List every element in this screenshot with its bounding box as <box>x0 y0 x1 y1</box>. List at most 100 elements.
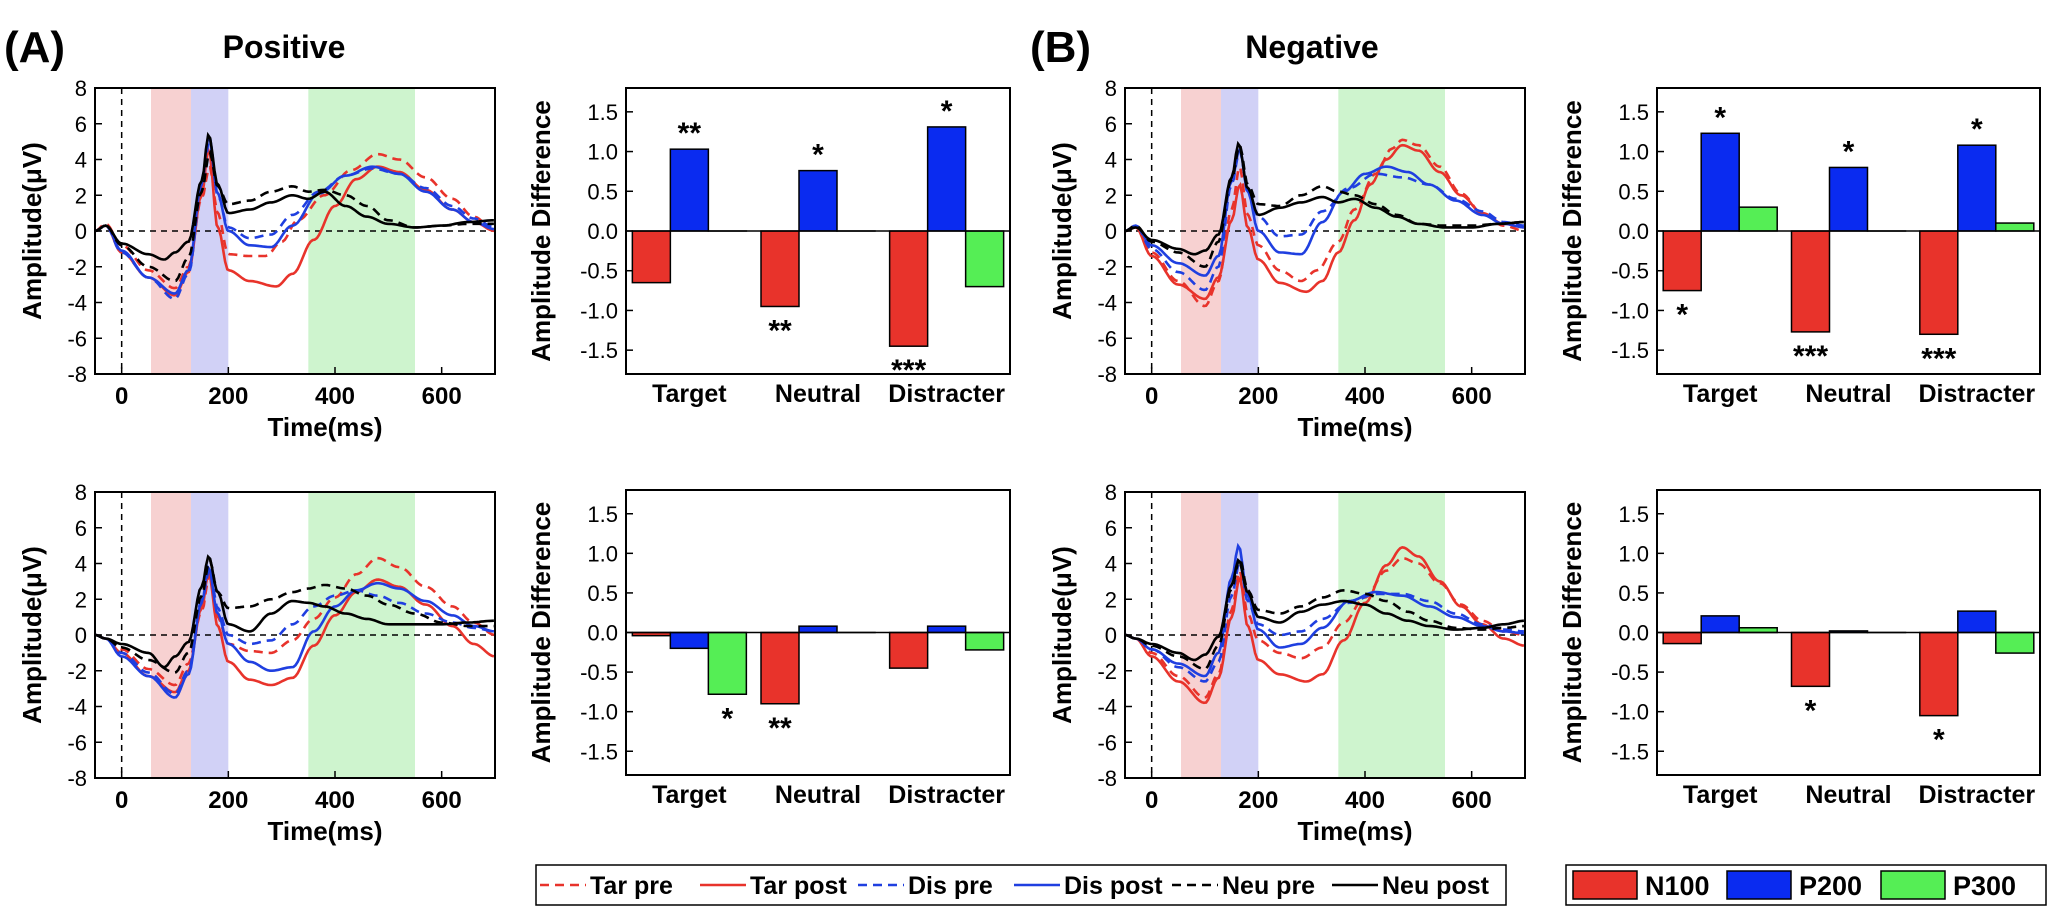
y-axis-label: Amplitude(μV) <box>17 142 47 320</box>
bar-p300-target <box>707 631 748 695</box>
y-axis-label: Amplitude Difference <box>526 502 556 764</box>
y-tick-label: -1.5 <box>1611 338 1649 363</box>
significance-marker: ** <box>768 314 792 347</box>
category-label: Neutral <box>1805 380 1891 408</box>
legend-label: P300 <box>1953 871 2016 901</box>
bars-positive-bottom: * Target ** Neutral Distracter -1.5 -1.0 -0.5 0.… <box>526 489 1011 809</box>
x-tick-label: 600 <box>422 787 462 814</box>
bar-p200-target <box>669 631 710 650</box>
y-tick-label: -1.0 <box>1611 298 1649 323</box>
significance-marker: ** <box>768 712 792 745</box>
bar-p200-target <box>1700 132 1740 232</box>
x-tick-label: 200 <box>1238 383 1278 410</box>
legend-swatch <box>1572 870 1638 900</box>
category-label: Neutral <box>775 781 861 809</box>
series-dis-post <box>1124 542 1524 678</box>
y-tick-label: 0.5 <box>1618 179 1649 204</box>
y-tick-label: -2 <box>67 255 87 280</box>
y-tick-label: 6 <box>75 112 87 137</box>
category-label: Distracter <box>888 380 1005 408</box>
bar-p300-distracter <box>964 230 1005 288</box>
category-label: Target <box>652 380 727 408</box>
x-tick-label: 400 <box>1345 383 1385 410</box>
category-label: Distracter <box>1918 781 2035 809</box>
legend-item: Tar post <box>700 872 847 900</box>
significance-marker: *** <box>891 354 926 387</box>
y-tick-label: -0.5 <box>580 259 618 284</box>
significance-marker: *** <box>1921 342 1956 375</box>
y-tick-label: -0.5 <box>1611 259 1649 284</box>
y-axis-label: Amplitude(μV) <box>17 546 47 724</box>
bars-negative-top: **Target****Neutral****Distracter-1.5-1.… <box>1557 87 2041 408</box>
category-label: Neutral <box>1805 781 1891 809</box>
y-tick-label: 0 <box>75 623 87 648</box>
category-label: Target <box>1683 380 1758 408</box>
y-tick-label: 2 <box>75 587 87 612</box>
category-label: Target <box>652 781 727 809</box>
series-neu-post <box>94 554 494 669</box>
bar-n100-distracter <box>888 631 929 669</box>
series-neu-post <box>1124 140 1524 256</box>
legend-item: P200 <box>1726 870 1862 901</box>
series-neu-pre <box>1124 142 1524 269</box>
legend-label: P200 <box>1799 871 1862 901</box>
series-neu-pre <box>1124 555 1524 671</box>
bar-n100-distracter <box>1919 631 1959 717</box>
y-tick-label: -6 <box>67 326 87 351</box>
y-tick-label: -4 <box>1097 291 1117 316</box>
legend-label: Tar pre <box>590 872 673 900</box>
series-dis-post <box>94 564 495 699</box>
bar-n100-distracter <box>1919 230 1959 336</box>
y-tick-label: 4 <box>75 552 87 577</box>
y-tick-label: 0 <box>1105 219 1117 244</box>
legend-label: Neu post <box>1382 872 1490 900</box>
legend-frame <box>1565 864 2047 906</box>
y-tick-label: 1.5 <box>587 502 618 527</box>
series-neu-post <box>94 131 494 261</box>
bar-p200-target <box>669 148 710 232</box>
legend-item: Dis post <box>1014 872 1163 900</box>
bar-n100-distracter <box>888 230 929 347</box>
legend-label: Tar post <box>750 872 847 900</box>
x-tick-label: 600 <box>1452 383 1492 410</box>
series-dis-pre <box>94 134 495 301</box>
y-tick-label: 0.0 <box>587 621 618 646</box>
y-tick-label: -1.5 <box>580 739 618 764</box>
y-tick-label: 4 <box>75 148 87 173</box>
x-tick-label: 200 <box>1238 787 1278 814</box>
y-tick-label: 1.0 <box>1618 140 1649 165</box>
y-tick-label: -2 <box>1097 659 1117 684</box>
series-dis-pre <box>1124 559 1524 683</box>
y-tick-label: -8 <box>67 362 87 387</box>
category-label: Distracter <box>1918 380 2035 408</box>
series-tar-post <box>1124 546 1525 705</box>
bar-n100-neutral <box>1790 631 1831 688</box>
panel-a-title: Positive <box>223 29 346 65</box>
bar-p300-distracter <box>1995 631 2035 654</box>
series-tar-pre <box>1124 138 1525 308</box>
significance-marker: * <box>1843 135 1855 168</box>
legend-swatch <box>1726 870 1792 900</box>
bar-p300-distracter <box>1995 222 2035 232</box>
legend-item: Tar pre <box>540 872 673 900</box>
y-tick-label: 2 <box>1105 183 1117 208</box>
panel-a-label: (A) <box>4 23 65 72</box>
legend-item: Neu post <box>1332 872 1490 900</box>
y-tick-label: -4 <box>67 695 87 720</box>
x-tick-label: 200 <box>208 787 248 814</box>
y-tick-label: 6 <box>1105 112 1117 137</box>
bars-negative-bottom: Target * Neutral * Distracter -1.5 -1.0 -0.5 0.0… <box>1557 489 2041 809</box>
y-tick-label: 0.5 <box>1618 581 1649 606</box>
series-neu-post <box>1124 557 1525 662</box>
bar-p200-distracter <box>926 625 967 634</box>
bar-p200-distracter <box>926 126 967 232</box>
y-tick-label: 0.0 <box>587 219 618 244</box>
y-tick-label: 8 <box>75 480 87 505</box>
series-tar-pre <box>94 152 495 290</box>
category-label: Neutral <box>775 380 861 408</box>
significance-marker: * <box>941 95 953 128</box>
series-dis-pre <box>94 566 495 696</box>
x-tick-label: 0 <box>1145 787 1158 814</box>
y-axis-label: Amplitude Difference <box>1557 502 1587 764</box>
